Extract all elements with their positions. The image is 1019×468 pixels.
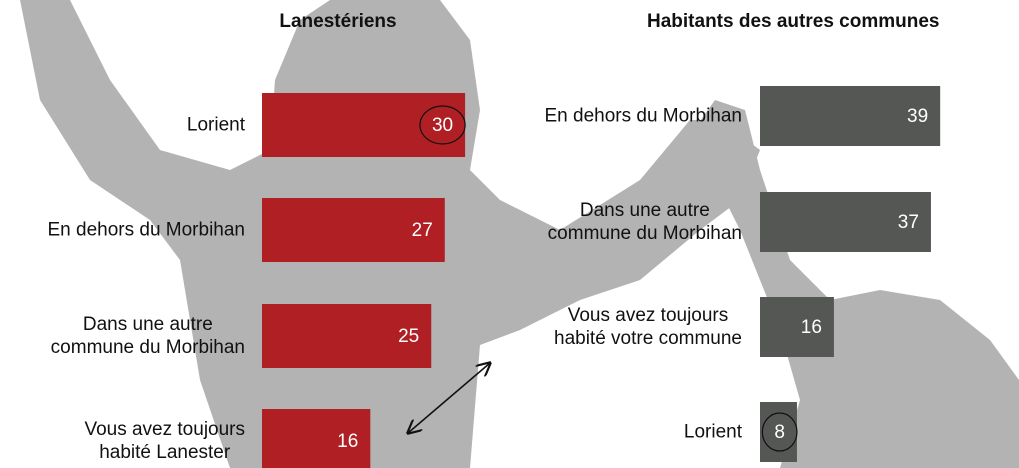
category-label: Dans une autre commune du Morbihan [51, 313, 245, 359]
category-label: En dehors du Morbihan [544, 105, 742, 128]
value-label: 27 [412, 220, 433, 241]
category-label: Lorient [187, 114, 245, 137]
value-label: 37 [898, 212, 919, 233]
value-label: 8 [774, 422, 785, 443]
category-label: Lorient [684, 421, 742, 444]
panel-title: Habitants des autres communes [647, 11, 939, 33]
category-label: Vous avez toujours habité Lanester [84, 418, 245, 464]
value-label: 30 [432, 115, 453, 136]
bar [760, 297, 834, 357]
panel-title: Lanestériens [279, 11, 396, 33]
category-label: En dehors du Morbihan [47, 219, 245, 242]
value-label: 39 [907, 106, 928, 127]
right-silhouette [690, 100, 1019, 468]
category-label: Vous avez toujours habité votre commune [554, 304, 742, 350]
value-label: 25 [398, 326, 419, 347]
value-label: 16 [337, 431, 358, 452]
value-label: 16 [801, 317, 822, 338]
category-label: Dans une autre commune du Morbihan [548, 199, 742, 245]
page: 30 27 25 16 39 37 16 8 Lanestériens Lorient En de… [0, 0, 1019, 468]
